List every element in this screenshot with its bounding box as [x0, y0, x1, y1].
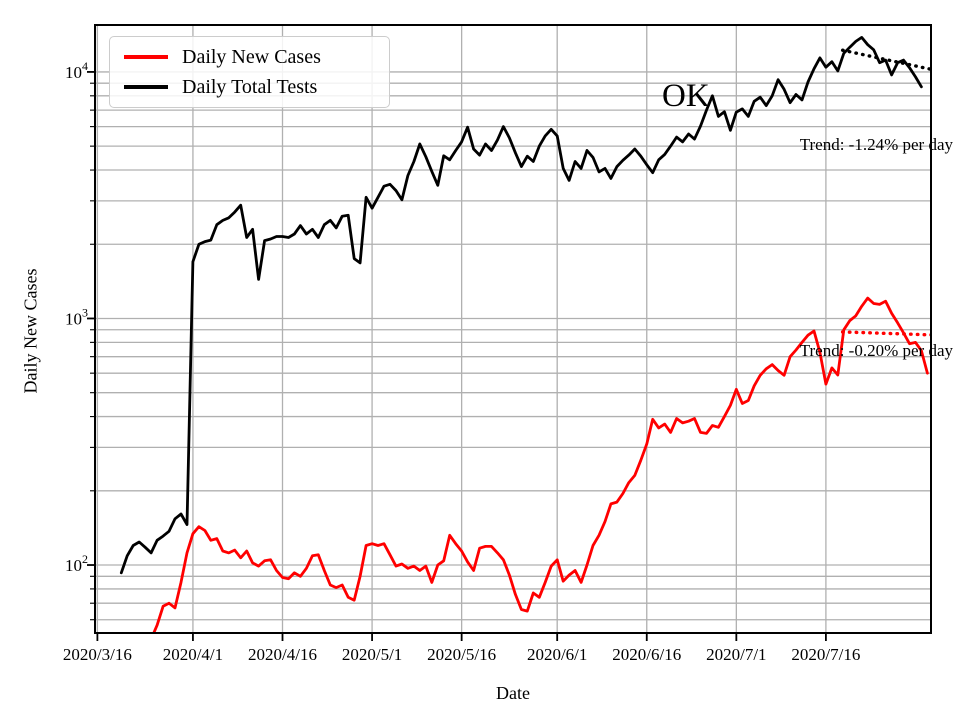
red-line-sample-icon: [124, 55, 168, 59]
x-tick-label: 2020/6/1: [527, 645, 587, 664]
y-axis-title: Daily New Cases: [20, 268, 41, 394]
series-line-daily-new-cases: [152, 296, 929, 633]
plot-frame: [94, 24, 932, 634]
x-tick-label: 2020/5/16: [427, 645, 496, 664]
legend-item-daily-new-cases: Daily New Cases: [124, 46, 375, 69]
trend-dotted-line-daily-total-tests: [840, 48, 931, 71]
legend-label: Daily New Cases: [182, 45, 321, 68]
legend-item-daily-total-tests: Daily Total Tests: [124, 76, 375, 99]
x-tick-label: 2020/6/16: [612, 645, 681, 664]
x-tick-label: 2020/7/16: [791, 645, 860, 664]
x-tick-label: 2020/4/16: [248, 645, 317, 664]
x-tick-label: 2020/5/1: [342, 645, 402, 664]
x-tick-label: 2020/7/1: [706, 645, 766, 664]
data-series: [119, 36, 931, 633]
x-axis-title: Date: [496, 683, 530, 703]
x-tick-label: 2020/3/16: [63, 645, 132, 664]
black-line-sample-icon: [124, 85, 168, 89]
series-line-daily-total-tests: [119, 36, 923, 575]
y-tick-label: 102: [65, 552, 88, 575]
y-tick-label: 104: [65, 59, 88, 82]
legend-label: Daily Total Tests: [182, 75, 318, 98]
state-code-annotation: OK: [662, 78, 710, 114]
cases-trend-annotation: Trend: -0.20% per day: [799, 341, 953, 360]
y-tick-label: 103: [65, 305, 88, 328]
trend-dotted-line-daily-new-cases: [840, 330, 931, 337]
tick-labels: 2020/3/16 2020/4/1 2020/4/16 2020/5/1 2020/5…: [63, 59, 860, 664]
x-tick-label: 2020/4/1: [163, 645, 223, 664]
legend: Daily New Cases Daily Total Tests: [109, 36, 390, 108]
tests-trend-annotation: Trend: -1.24% per day: [799, 135, 953, 154]
axis-ticks: [87, 71, 827, 641]
